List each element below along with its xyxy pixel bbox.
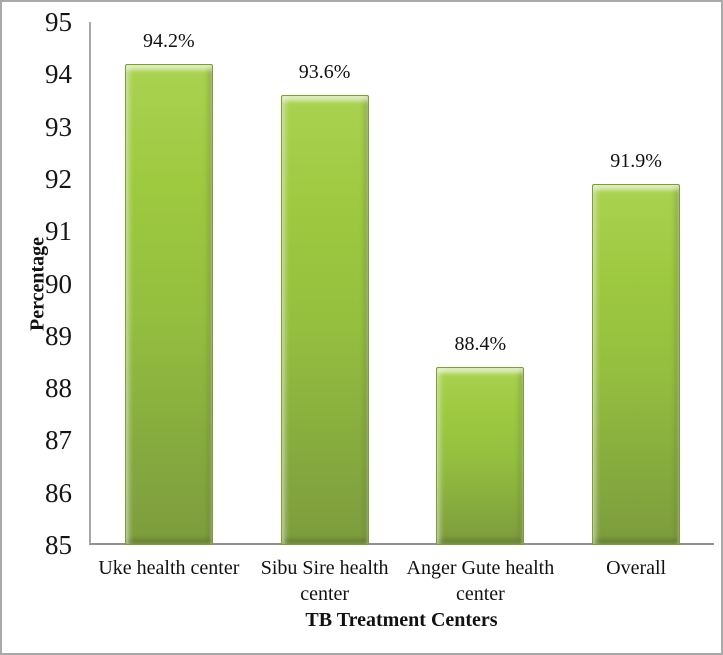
bar-slot: 91.9%: [558, 22, 714, 545]
y-tick-label: 86: [45, 477, 72, 508]
y-axis-tick-labels: 95 94 93 92 91 90 89 88 87 86 85: [2, 2, 72, 653]
bar-series: 94.2% 93.6% 88.4% 91.9%: [91, 22, 714, 545]
category-label: Anger Gute health center: [406, 557, 555, 605]
x-axis-title: TB Treatment Centers: [305, 609, 498, 631]
bar: [124, 63, 213, 545]
y-tick-label: 91: [45, 216, 72, 247]
category-label: Uke health center: [98, 557, 240, 579]
bar-value-label: 93.6%: [298, 61, 351, 84]
plot-area: [89, 22, 714, 545]
y-tick-label: 89: [45, 320, 72, 351]
bar-slot: 88.4%: [403, 22, 559, 545]
y-tick-label: 94: [45, 59, 72, 90]
bar: [280, 95, 369, 545]
bar-slot: 94.2%: [91, 22, 247, 545]
bar-value-label: 91.9%: [610, 150, 662, 173]
y-tick-label: 87: [45, 425, 72, 456]
y-tick-label: 93: [45, 111, 72, 142]
bar: [436, 367, 525, 545]
y-tick-label: 92: [45, 163, 72, 194]
bar-value-label: 88.4%: [454, 333, 507, 356]
y-tick-label: 95: [45, 7, 72, 37]
category-label: Sibu Sire health center: [260, 557, 389, 605]
bar-slot: 93.6%: [247, 22, 403, 545]
y-tick-label: 90: [45, 268, 72, 299]
bar: [592, 184, 681, 545]
x-axis-category-labels: Uke health center Sibu Sire health center…: [91, 555, 714, 611]
y-tick-label: 88: [45, 373, 72, 404]
y-tick-label: 85: [45, 530, 72, 560]
category-label: Overall: [606, 557, 667, 579]
bar-value-label: 94.2%: [143, 29, 195, 52]
